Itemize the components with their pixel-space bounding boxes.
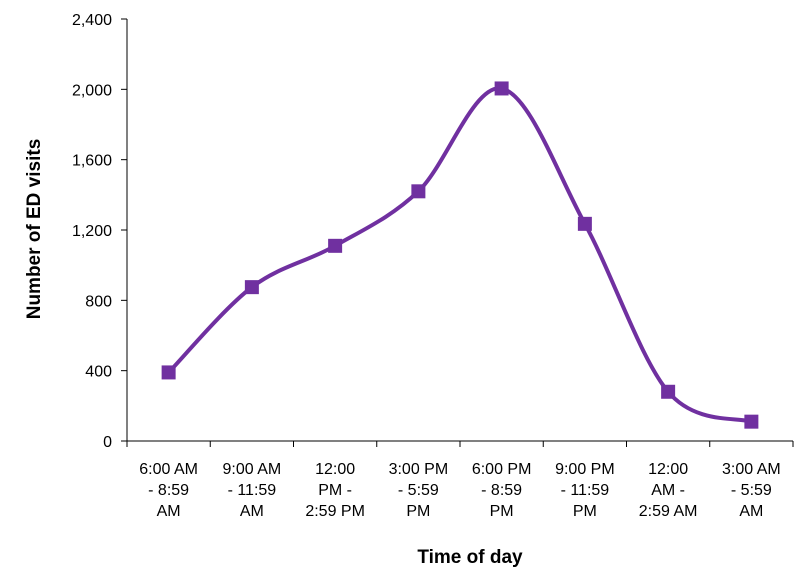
series-line	[167, 86, 753, 424]
x-tick-label: 6:00 PM - 8:59 PM	[472, 461, 532, 520]
data-point-marker	[161, 365, 176, 380]
x-tick-label: 9:00 AM - 11:59 AM	[223, 461, 282, 520]
x-tick-label: 3:00 AM - 5:59 AM	[722, 461, 781, 520]
y-tick-label: 800	[85, 293, 112, 310]
data-point-marker	[661, 384, 676, 399]
y-tick-label: 1,600	[72, 153, 112, 170]
x-axis-ticks: 6:00 AM - 8:59 AM 9:00 AM - 11:59 AM 12:00 PM -…	[126, 441, 794, 520]
y-axis-ticks: 0 400 800 1,200 1,600 2,000 2,400	[72, 12, 127, 451]
data-point-marker	[244, 280, 259, 295]
data-point-marker	[744, 414, 759, 429]
y-tick-label: 400	[85, 364, 112, 381]
y-axis-title: Number of ED visits	[24, 139, 45, 320]
x-tick-label: 3:00 PM - 5:59 PM	[389, 461, 449, 520]
data-point-marker	[328, 238, 343, 253]
y-tick-label: 2,000	[72, 82, 112, 99]
data-point-marker	[411, 184, 426, 199]
axes	[126, 19, 793, 442]
x-tick-label: 9:00 PM - 11:59 PM	[555, 461, 615, 520]
series-markers	[161, 81, 759, 429]
y-tick-label: 0	[103, 434, 112, 451]
data-point-marker	[494, 81, 509, 96]
y-tick-label: 2,400	[72, 12, 112, 29]
x-axis-title: Time of day	[417, 547, 523, 567]
data-point-marker	[577, 216, 592, 231]
x-tick-label: 6:00 AM - 8:59 AM	[139, 461, 198, 520]
x-tick-label: 12:00 AM -2:59 AM	[639, 461, 698, 520]
y-tick-label: 1,200	[72, 223, 112, 240]
x-tick-label: 12:00 PM -2:59 PM	[305, 461, 365, 520]
